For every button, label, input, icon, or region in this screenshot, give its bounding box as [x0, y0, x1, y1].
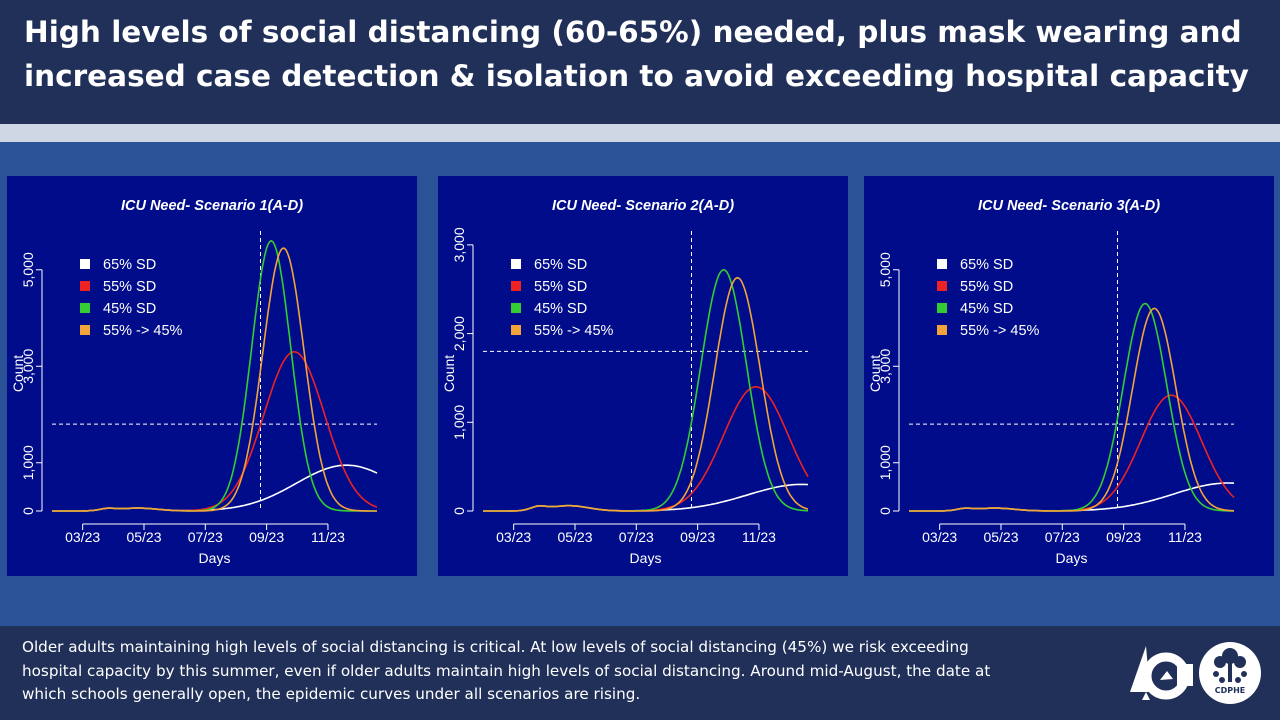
series-line — [483, 276, 809, 512]
legend-label: 55% -> 45% — [960, 323, 1040, 339]
y-tick-label: 5,000 — [20, 252, 36, 287]
y-tick-label: 2,000 — [451, 316, 467, 351]
x-tick-label: 09/23 — [249, 529, 284, 545]
y-tick-label: 3,000 — [877, 349, 893, 384]
series-line — [909, 482, 1235, 512]
legend-swatch — [937, 325, 947, 335]
series-line — [909, 394, 1235, 512]
x-tick-label: 05/23 — [983, 529, 1018, 545]
x-tick-label: 05/23 — [126, 529, 161, 545]
legend-label: 65% SD — [960, 257, 1013, 273]
series-line — [52, 247, 377, 512]
x-tick-label: 03/23 — [922, 529, 957, 545]
x-axis-label: Days — [199, 550, 231, 566]
x-tick-label: 07/23 — [188, 529, 223, 545]
legend-swatch — [80, 259, 90, 269]
y-tick-label: 3,000 — [451, 227, 467, 262]
legend-label: 55% SD — [103, 279, 156, 295]
x-axis-label: Days — [1056, 550, 1088, 566]
page-title: High levels of social distancing (60-65%… — [24, 15, 1249, 93]
series-line — [909, 307, 1235, 512]
legend-label: 65% SD — [103, 257, 156, 273]
x-tick-label: 03/23 — [65, 529, 100, 545]
legend-swatch — [80, 303, 90, 313]
y-axis-label: Count — [441, 355, 457, 392]
chart-title: ICU Need- Scenario 1(A-D) — [121, 198, 303, 214]
legend-label: 65% SD — [534, 257, 587, 273]
y-tick-label: 0 — [877, 507, 893, 515]
series-line — [483, 268, 808, 512]
y-tick-label: 3,000 — [20, 349, 36, 384]
legend-swatch — [511, 259, 521, 269]
legend-label: 55% SD — [534, 279, 587, 295]
footer-banner: Older adults maintaining high levels of … — [0, 626, 1280, 720]
legend-swatch — [937, 259, 947, 269]
chart-panel-scenario-2: ICU Need- Scenario 2(A-D) 03/23 05/23 07/23… — [438, 176, 848, 576]
legend-label: 45% SD — [960, 301, 1013, 317]
legend-swatch — [80, 325, 90, 335]
legend-label: 45% SD — [103, 301, 156, 317]
x-tick-label: 03/23 — [496, 529, 531, 545]
x-tick-label: 09/23 — [1106, 529, 1141, 545]
x-tick-label: 07/23 — [619, 529, 654, 545]
x-axis-label: Days — [630, 550, 662, 566]
x-tick-label: 07/23 — [1045, 529, 1080, 545]
cdphe-label: CDPHE — [1215, 686, 1246, 695]
y-tick-label: 0 — [20, 507, 36, 515]
header-banner: High levels of social distancing (60-65%… — [0, 0, 1280, 124]
divider-stripe — [0, 124, 1280, 142]
legend-label: 55% -> 45% — [534, 323, 614, 339]
y-axis-label: Count — [867, 355, 883, 392]
y-tick-label: 0 — [451, 507, 467, 515]
x-tick-label: 11/23 — [1168, 529, 1202, 545]
legend-swatch — [511, 281, 521, 291]
icu-chart-scenario-3: ICU Need- Scenario 3(A-D) 03/23 05/23 07/23… — [867, 198, 1235, 566]
x-tick-label: 05/23 — [557, 529, 592, 545]
y-tick-label: 1,000 — [20, 445, 36, 480]
icu-chart-scenario-2: ICU Need- Scenario 2(A-D) 03/23 05/23 07/23… — [441, 198, 809, 566]
x-tick-label: 11/23 — [311, 529, 345, 545]
y-axis-label: Count — [10, 355, 26, 392]
colorado-logo-icon — [1130, 646, 1193, 700]
x-tick-label: 09/23 — [680, 529, 715, 545]
legend-swatch — [511, 325, 521, 335]
legend-swatch — [937, 303, 947, 313]
y-tick-label: 5,000 — [877, 252, 893, 287]
icu-chart-scenario-1: ICU Need- Scenario 1(A-D) 03/23 05/23 07/23… — [10, 198, 378, 566]
legend-label: 45% SD — [534, 301, 587, 317]
legend-swatch — [80, 281, 90, 291]
chart-title: ICU Need- Scenario 2(A-D) — [552, 198, 734, 214]
chart-panel-scenario-1: ICU Need- Scenario 1(A-D) 03/23 05/23 07/23… — [7, 176, 417, 576]
y-tick-label: 1,000 — [877, 445, 893, 480]
x-tick-label: 11/23 — [742, 529, 776, 545]
legend-label: 55% -> 45% — [103, 323, 183, 339]
chart-panel-scenario-3: ICU Need- Scenario 3(A-D) 03/23 05/23 07/23… — [864, 176, 1274, 576]
chart-title: ICU Need- Scenario 3(A-D) — [978, 198, 1160, 214]
series-line — [52, 239, 377, 512]
series-line — [483, 385, 809, 512]
colorado-logo — [1120, 640, 1195, 710]
legend-label: 55% SD — [960, 279, 1013, 295]
legend-swatch — [511, 303, 521, 313]
legend-swatch — [937, 281, 947, 291]
y-tick-label: 1,000 — [451, 405, 467, 440]
tree-icon — [1213, 648, 1247, 683]
cdphe-logo: CDPHE — [1198, 640, 1262, 710]
footer-text: Older adults maintaining high levels of … — [22, 638, 991, 703]
